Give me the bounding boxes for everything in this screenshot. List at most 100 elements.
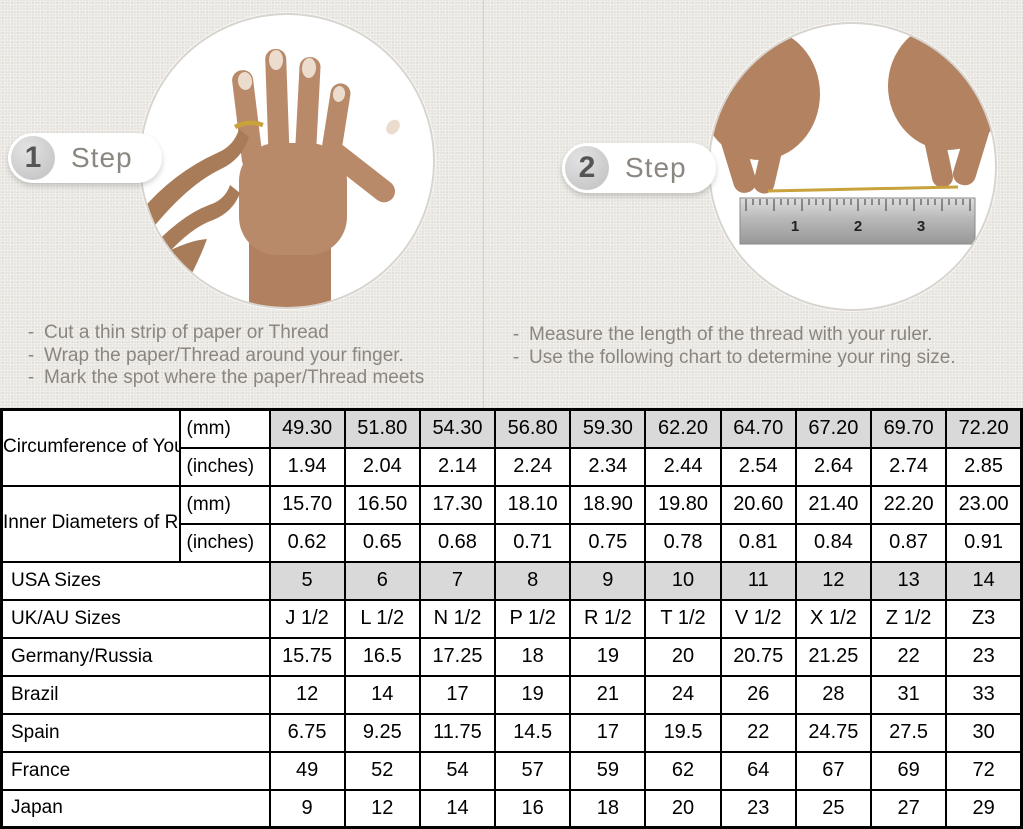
table-row: Spain 6.75 9.25 11.75 14.5 17 19.5 22 24.75 27.5 3… xyxy=(0,712,1023,753)
value-cell: 2.24 xyxy=(494,446,572,487)
step2-badge: 2 Step xyxy=(562,143,716,193)
bullet-dash: - xyxy=(27,367,35,388)
row-group-label: Inner Diameters of Rings xyxy=(0,484,181,563)
value-cell: 20.60 xyxy=(719,484,797,525)
step2-label: Step xyxy=(625,152,687,183)
size-row-label: UK/AU Sizes xyxy=(0,598,271,639)
instruction-line: - Cut a thin strip of paper or Thread xyxy=(18,322,483,345)
size-row-label: Brazil xyxy=(0,674,271,715)
value-cell: 69.70 xyxy=(869,408,948,449)
step2-instructions: - Measure the length of the thread with … xyxy=(503,324,1018,369)
instruction-line: - Mark the spot where the paper/Thread m… xyxy=(18,367,483,390)
right-hand xyxy=(888,24,995,188)
value-cell: T 1/2 xyxy=(644,598,722,639)
value-cell: 17.30 xyxy=(418,484,497,525)
table-row: Circumference of Your Finger(mm)49.3051.… xyxy=(0,408,1023,487)
value-cell: 24 xyxy=(644,674,722,715)
instruction-text: Measure the length of the thread with yo… xyxy=(529,324,933,345)
bullet-dash: - xyxy=(512,346,520,368)
instruction-text: Use the following chart to determine you… xyxy=(529,346,956,368)
value-cell: 7 xyxy=(418,560,497,601)
value-cell: 2.44 xyxy=(644,446,722,487)
value-cell: 16.5 xyxy=(343,636,421,677)
value-cell: 6 xyxy=(343,560,421,601)
value-cell: J 1/2 xyxy=(268,598,346,639)
size-row-label: Japan xyxy=(0,788,271,829)
value-cell: 22.20 xyxy=(869,484,948,525)
table-row: UK/AU Sizes J 1/2 L 1/2 N 1/2 P 1/2 R 1/2 T 1/… xyxy=(0,598,1023,639)
value-cell: R 1/2 xyxy=(569,598,647,639)
value-cell: 28 xyxy=(794,674,873,715)
value-cell: 0.68 xyxy=(418,522,497,563)
value-cell: 14 xyxy=(945,560,1023,601)
value-cell: 23 xyxy=(719,788,797,829)
ring-size-chart: Circumference of Your Finger(mm)49.3051.… xyxy=(0,408,1023,829)
value-cell: 0.65 xyxy=(343,522,421,563)
table-row: Japan 9 12 14 16 18 20 23 25 27 29 xyxy=(0,788,1023,829)
instruction-line: - Measure the length of the thread with … xyxy=(503,324,1018,347)
step1-photo-circle xyxy=(139,13,435,309)
ruler-number: 1 xyxy=(791,218,799,235)
value-cell: 12 xyxy=(794,560,873,601)
gold-ring xyxy=(233,120,264,130)
value-cell: 19 xyxy=(494,674,572,715)
value-cell: N 1/2 xyxy=(418,598,497,639)
value-cell: 17 xyxy=(569,712,647,753)
size-row-label: USA Sizes xyxy=(0,560,271,601)
ruler-number: 3 xyxy=(917,218,925,235)
value-cell: 72.20 xyxy=(945,408,1023,449)
value-cell: 30 xyxy=(945,712,1023,753)
value-cell: 20 xyxy=(644,788,722,829)
value-cell: 15.75 xyxy=(268,636,346,677)
value-cell: 18 xyxy=(494,636,572,677)
value-cell: 18 xyxy=(569,788,647,829)
value-cell: L 1/2 xyxy=(343,598,421,639)
value-cell: 27.5 xyxy=(869,712,948,753)
instructions-section: 1 2 3 1 Step 2 Step - Cut a thin strip o… xyxy=(0,0,1023,408)
size-row-label: France xyxy=(0,750,271,791)
value-cell: 0.62 xyxy=(268,522,346,563)
step1-number: 1 xyxy=(24,141,42,174)
value-cell: 15.70 xyxy=(268,484,346,525)
value-cell: 16.50 xyxy=(343,484,421,525)
value-cell: 22 xyxy=(869,636,948,677)
value-cell: 14 xyxy=(418,788,497,829)
value-cell: 27 xyxy=(869,788,948,829)
value-cell: Z 1/2 xyxy=(869,598,948,639)
value-cell: 57 xyxy=(494,750,572,791)
step2-number-circle: 2 xyxy=(565,146,609,190)
value-cell: 13 xyxy=(869,560,948,601)
value-cell: 54 xyxy=(418,750,497,791)
instruction-line: - Wrap the paper/Thread around your fing… xyxy=(18,345,483,368)
instruction-line: - Use the following chart to determine y… xyxy=(503,347,1018,370)
instruction-text: Cut a thin strip of paper or Thread xyxy=(44,322,329,343)
table-row: (inches) 1.94 2.04 2.14 2.24 2.34 2.44 2.54 2.64… xyxy=(2,446,1023,487)
value-cell: 31 xyxy=(869,674,948,715)
value-cell: 69 xyxy=(869,750,948,791)
size-row-label: Spain xyxy=(0,712,271,753)
value-cell: 49 xyxy=(268,750,346,791)
value-cell: P 1/2 xyxy=(494,598,572,639)
step2-number: 2 xyxy=(578,151,596,184)
table-row: USA Sizes 5 6 7 8 9 10 11 12 13 14 xyxy=(0,560,1023,601)
value-cell: 14.5 xyxy=(494,712,572,753)
value-cell: 52 xyxy=(343,750,421,791)
value-cell: 24.75 xyxy=(794,712,873,753)
value-cell: 14 xyxy=(343,674,421,715)
value-cell: 2.64 xyxy=(794,446,873,487)
value-cell: 17 xyxy=(418,674,497,715)
value-cell: 64 xyxy=(719,750,797,791)
value-cell: 59 xyxy=(569,750,647,791)
step1-number-circle: 1 xyxy=(11,136,55,180)
value-cell: 0.71 xyxy=(494,522,572,563)
value-cell: 9.25 xyxy=(343,712,421,753)
value-cell: 18.10 xyxy=(494,484,572,525)
value-cell: 25 xyxy=(794,788,873,829)
value-cell: 12 xyxy=(343,788,421,829)
value-cell: 62 xyxy=(644,750,722,791)
instruction-text: Wrap the paper/Thread around your finger… xyxy=(44,344,404,366)
value-cell: 8 xyxy=(494,560,572,601)
ruler-measuring-photo: 1 2 3 xyxy=(710,24,995,245)
value-cell: 0.91 xyxy=(945,522,1023,563)
unit-label: (mm) xyxy=(178,408,271,449)
